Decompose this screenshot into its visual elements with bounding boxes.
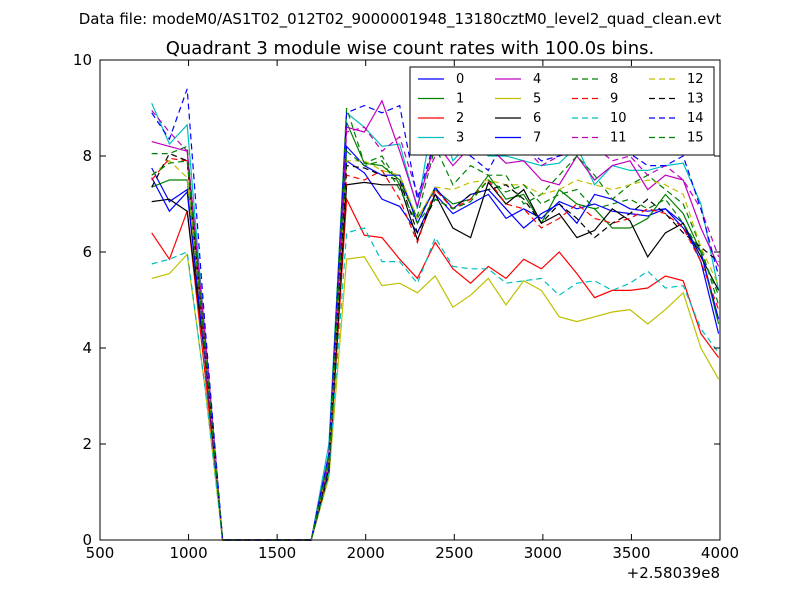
x-tick-label: 500 xyxy=(86,544,115,562)
y-tick-label: 0 xyxy=(82,531,92,549)
legend-label-6: 6 xyxy=(533,111,541,126)
series-line-14 xyxy=(151,88,720,541)
series-line-2 xyxy=(151,196,720,541)
legend-label-2: 2 xyxy=(456,111,464,126)
y-tick-label: 2 xyxy=(82,435,92,453)
plot-lines xyxy=(151,88,720,541)
legend-label-7: 7 xyxy=(533,131,541,146)
x-tick-label: 1500 xyxy=(258,544,296,562)
legend-label-15: 15 xyxy=(687,131,704,146)
legend-label-9: 9 xyxy=(610,92,618,107)
x-tick-label: 1000 xyxy=(169,544,207,562)
series-line-0 xyxy=(151,159,720,541)
legend-label-1: 1 xyxy=(456,92,464,107)
series-line-9 xyxy=(151,157,720,541)
series-line-12 xyxy=(151,160,720,541)
x-tick-label: 3000 xyxy=(524,544,562,562)
chart-title: Quadrant 3 module wise count rates with … xyxy=(166,38,655,59)
x-tick-label: 3500 xyxy=(612,544,650,562)
y-tick-label: 10 xyxy=(73,51,92,69)
series-line-1 xyxy=(151,122,720,541)
legend-label-5: 5 xyxy=(533,92,541,107)
plot-frame xyxy=(99,59,721,541)
y-tick-label: 4 xyxy=(82,339,92,357)
x-axis: 500 1000 1500 2000 2500 3000 3500 4000 xyxy=(86,60,739,562)
x-tick-label: 2500 xyxy=(435,544,473,562)
y-tick-label: 6 xyxy=(82,243,92,261)
series-line-7 xyxy=(151,144,720,541)
y-tick-label: 8 xyxy=(82,147,92,165)
x-offset-label: +2.58039e8 xyxy=(627,564,720,582)
series-line-13 xyxy=(151,152,719,541)
legend-label-11: 11 xyxy=(610,131,627,146)
legend-label-0: 0 xyxy=(456,72,464,87)
legend-box xyxy=(409,66,715,156)
series-line-10 xyxy=(151,227,720,541)
series-line-3 xyxy=(151,102,720,541)
legend-label-12: 12 xyxy=(687,72,704,87)
legend-label-14: 14 xyxy=(687,111,704,126)
legend-label-8: 8 xyxy=(610,72,618,87)
x-tick-label: 4000 xyxy=(701,544,739,562)
x-tick-label: 2000 xyxy=(347,544,385,562)
legend-label-10: 10 xyxy=(610,111,627,126)
figure-suptitle: Data file: modeM0/AS1T02_012T02_90000019… xyxy=(79,10,722,29)
legend-label-3: 3 xyxy=(456,131,464,146)
series-line-5 xyxy=(151,253,720,541)
legend-label-4: 4 xyxy=(533,72,541,87)
series-line-6 xyxy=(151,181,720,541)
series-line-4 xyxy=(151,99,720,541)
series-line-11 xyxy=(151,110,720,541)
series-line-8 xyxy=(151,107,720,541)
legend-label-13: 13 xyxy=(687,92,704,107)
